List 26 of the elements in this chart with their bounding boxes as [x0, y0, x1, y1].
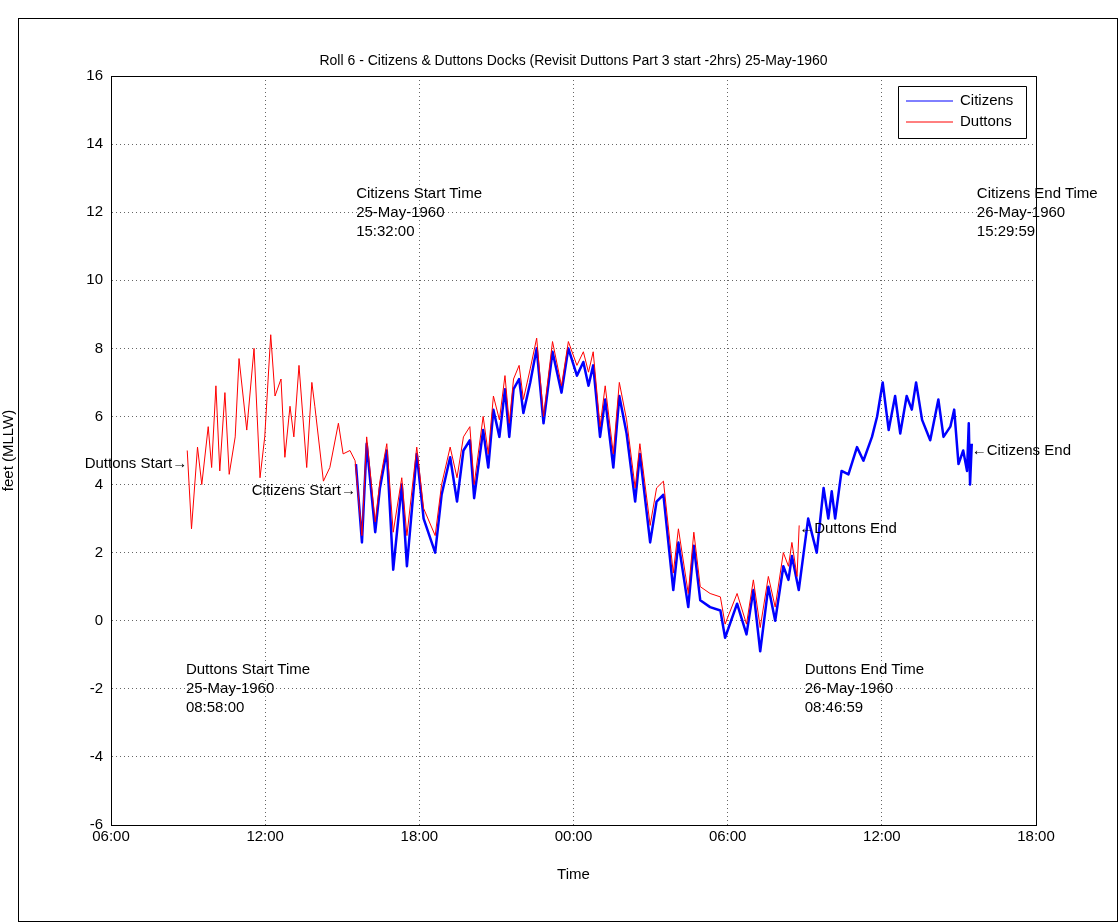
- y-tick-label: 0: [94, 610, 103, 628]
- y-axis-title: feet (MLLW): [0, 409, 17, 492]
- y-tick-label: -2: [89, 678, 103, 696]
- y-tick-label: 10: [86, 270, 103, 288]
- y-tick-label: 8: [94, 338, 103, 356]
- x-tick-label: 00:00: [554, 827, 593, 845]
- x-tick-label: 06:00: [708, 827, 747, 845]
- annotation: Duttons Start Time 25-May-1960 08:58:00: [185, 660, 311, 716]
- y-tick-label: 4: [94, 474, 103, 492]
- annotation: Citizens Start Time 25-May-1960 15:32:00: [356, 183, 482, 239]
- x-axis-title: Time: [557, 865, 590, 883]
- x-tick-label: 18:00: [1017, 827, 1055, 845]
- x-tick-label: 12:00: [863, 827, 901, 845]
- y-tick-label: 6: [94, 406, 103, 424]
- legend-label: Citizens: [960, 91, 1014, 109]
- y-tick-label: -4: [89, 747, 103, 765]
- y-tick-label: 12: [86, 202, 103, 220]
- y-tick-label: 2: [94, 542, 103, 560]
- annotation: Citizens Start→: [251, 481, 356, 499]
- x-tick-label: 12:00: [246, 827, 284, 845]
- y-tick-label: 14: [86, 134, 103, 152]
- chart-title: Roll 6 - Citizens & Duttons Docks (Revisit Duttons Part 3 start -2hrs) 25-May-1960: [319, 51, 828, 68]
- annotation: Duttons End Time 26-May-1960 08:46:59: [804, 660, 924, 716]
- legend-label: Duttons: [960, 112, 1012, 130]
- y-tick-label: 16: [86, 66, 103, 84]
- x-tick-label: 18:00: [400, 827, 439, 845]
